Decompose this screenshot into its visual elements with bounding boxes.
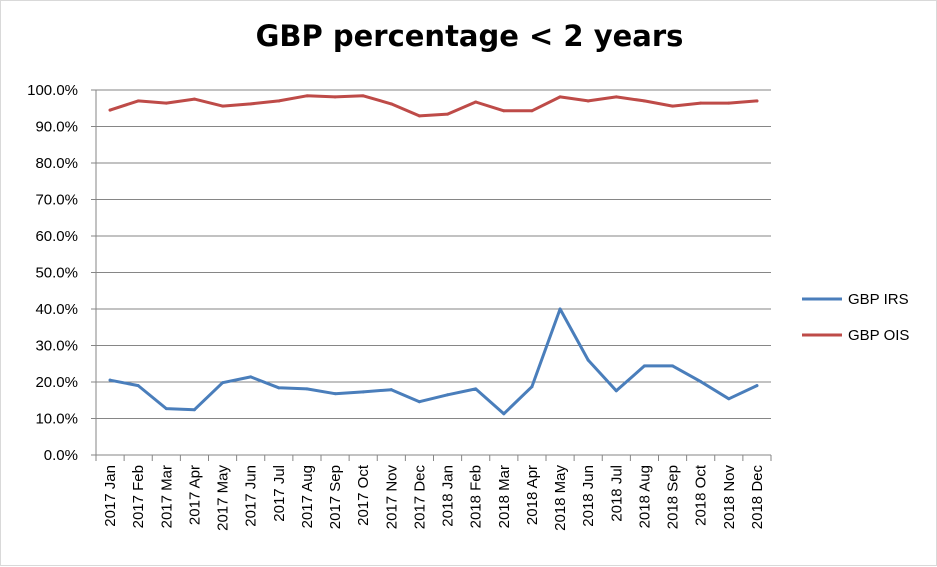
x-tick-label: 2017 Nov bbox=[383, 465, 400, 530]
data-point bbox=[389, 102, 393, 106]
data-point bbox=[221, 104, 225, 108]
data-point bbox=[361, 390, 365, 394]
data-point bbox=[586, 358, 590, 362]
x-tick-label: 2017 Apr bbox=[186, 465, 203, 525]
x-tick-label: 2018 May bbox=[552, 465, 569, 531]
data-point bbox=[136, 384, 140, 388]
data-point bbox=[192, 408, 196, 412]
data-point bbox=[502, 109, 506, 113]
data-point bbox=[333, 392, 337, 396]
data-point bbox=[474, 100, 478, 104]
legend-label: GBP OIS bbox=[848, 327, 909, 344]
data-point bbox=[305, 387, 309, 391]
data-point bbox=[474, 387, 478, 391]
y-tick-label: 80.0% bbox=[35, 155, 78, 172]
data-point bbox=[642, 99, 646, 103]
data-point bbox=[249, 102, 253, 106]
y-tick-label: 90.0% bbox=[35, 119, 78, 136]
chart-title: GBP percentage < 2 years bbox=[255, 19, 684, 53]
x-tick-label: 2017 Mar bbox=[158, 465, 175, 528]
y-tick-label: 100.0% bbox=[27, 82, 78, 99]
x-tick-label: 2017 Feb bbox=[130, 465, 147, 528]
x-tick-label: 2017 Jun bbox=[243, 465, 260, 527]
x-tick-label: 2018 Nov bbox=[721, 465, 738, 530]
y-tick-label: 30.0% bbox=[35, 338, 78, 355]
data-point bbox=[136, 99, 140, 103]
data-point bbox=[642, 364, 646, 368]
x-tick-label: 2018 Jun bbox=[580, 465, 597, 527]
y-tick-label: 50.0% bbox=[35, 265, 78, 282]
series-line-gbp-irs bbox=[108, 307, 759, 416]
x-tick-label: 2018 Sep bbox=[665, 465, 682, 529]
data-point bbox=[446, 393, 450, 397]
x-tick-label: 2018 Apr bbox=[524, 465, 541, 525]
y-tick-label: 40.0% bbox=[35, 301, 78, 318]
x-tick-label: 2017 Aug bbox=[299, 465, 316, 528]
data-point bbox=[558, 307, 562, 311]
x-tick-label: 2018 Oct bbox=[693, 464, 710, 526]
data-point bbox=[164, 407, 168, 411]
data-point bbox=[389, 388, 393, 392]
y-tick-label: 20.0% bbox=[35, 374, 78, 391]
x-tick-label: 2018 Feb bbox=[468, 465, 485, 528]
x-tick-label: 2017 May bbox=[215, 465, 232, 531]
legend-label: GBP IRS bbox=[848, 291, 909, 308]
data-point bbox=[277, 386, 281, 390]
data-point bbox=[614, 95, 618, 99]
data-point bbox=[164, 101, 168, 105]
data-point bbox=[502, 412, 506, 416]
data-point bbox=[699, 101, 703, 105]
data-point bbox=[305, 94, 309, 98]
data-point bbox=[249, 375, 253, 379]
data-point bbox=[108, 378, 112, 382]
x-tick-label: 2018 Jul bbox=[608, 465, 625, 522]
data-point bbox=[671, 104, 675, 108]
x-tick-label: 2018 Mar bbox=[496, 465, 513, 528]
data-point bbox=[277, 99, 281, 103]
data-point bbox=[699, 380, 703, 384]
data-point bbox=[530, 385, 534, 389]
data-point bbox=[108, 108, 112, 112]
y-tick-label: 70.0% bbox=[35, 192, 78, 209]
data-point bbox=[755, 384, 759, 388]
x-tick-label: 2017 Jan bbox=[102, 465, 119, 527]
x-tick-label: 2018 Aug bbox=[636, 465, 653, 528]
data-point bbox=[417, 114, 421, 118]
data-point bbox=[361, 94, 365, 98]
x-tick-label: 2017 Oct bbox=[355, 464, 372, 526]
data-point bbox=[558, 95, 562, 99]
y-tick-label: 0.0% bbox=[44, 447, 78, 464]
data-point bbox=[727, 101, 731, 105]
data-point bbox=[727, 397, 731, 401]
data-point bbox=[446, 112, 450, 116]
y-tick-label: 10.0% bbox=[35, 411, 78, 428]
data-point bbox=[755, 99, 759, 103]
data-point bbox=[530, 109, 534, 113]
data-point bbox=[586, 99, 590, 103]
data-point bbox=[671, 364, 675, 368]
x-tick-label: 2017 Sep bbox=[327, 465, 344, 529]
x-tick-label: 2017 Jul bbox=[271, 465, 288, 522]
x-tick-label: 2018 Dec bbox=[749, 465, 766, 530]
x-tick-label: 2017 Dec bbox=[411, 465, 428, 530]
data-point bbox=[417, 400, 421, 404]
y-tick-label: 60.0% bbox=[35, 228, 78, 245]
data-point bbox=[614, 389, 618, 393]
series-line-gbp-ois bbox=[108, 94, 759, 118]
data-point bbox=[192, 97, 196, 101]
data-point bbox=[333, 95, 337, 99]
data-point bbox=[221, 381, 225, 385]
x-tick-label: 2018 Jan bbox=[440, 465, 457, 527]
